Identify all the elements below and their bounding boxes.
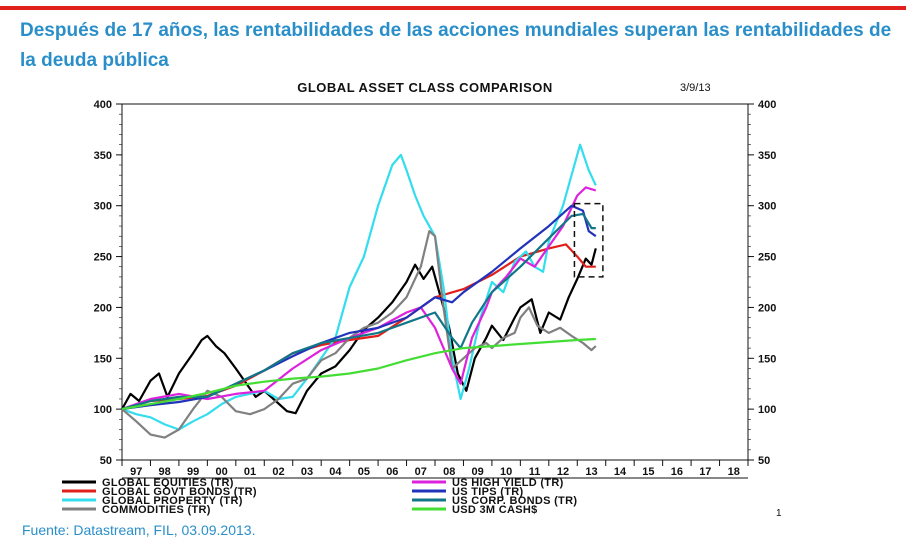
series-line-7 — [121, 337, 596, 411]
x-tick-label: 97 — [130, 466, 142, 478]
y-tick-label-right: 150 — [758, 353, 776, 365]
x-tick-label: 17 — [699, 466, 711, 478]
y-tick-label-right: 300 — [758, 201, 776, 213]
highlight-box — [573, 202, 604, 278]
y-tick-label-left: 300 — [94, 201, 112, 213]
x-tick-label: 18 — [728, 466, 740, 478]
legend-label-0: GLOBAL EQUITIES (TR) — [102, 477, 234, 489]
x-tick-label: 98 — [159, 466, 171, 478]
y-tick-label-left: 350 — [94, 150, 112, 162]
y-tick-label-right: 400 — [758, 99, 776, 111]
x-tick-label: 08 — [443, 466, 455, 478]
x-tick-label: 09 — [472, 466, 484, 478]
legend-label-1: GLOBAL GOVT BONDS (TR) — [102, 486, 257, 498]
series-line-3 — [121, 230, 597, 439]
y-tick-label-left: 100 — [94, 404, 112, 416]
series-line-0 — [121, 248, 597, 415]
x-tick-label: 14 — [614, 466, 627, 478]
x-tick-label: 10 — [500, 466, 512, 478]
legend-label-2: GLOBAL PROPERTY (TR) — [102, 495, 243, 507]
x-tick-label: 00 — [215, 466, 227, 478]
legend-label-4: US HIGH YIELD (TR) — [452, 477, 564, 489]
chart-date: 3/9/13 — [680, 82, 711, 94]
x-tick-label: 13 — [585, 466, 597, 478]
x-tick-label: 11 — [529, 466, 541, 478]
y-tick-label-left: 150 — [94, 353, 112, 365]
x-tick-label: 02 — [272, 466, 284, 478]
chart-series — [121, 143, 597, 439]
highlight-dashed-box — [573, 202, 604, 278]
series-line-2 — [121, 143, 597, 431]
page-headline: Después de 17 años, las rentabilidades d… — [20, 20, 892, 71]
x-tick-label: 03 — [301, 466, 313, 478]
source-note: Fuente: Datastream, FIL, 03.09.2013. — [22, 522, 256, 538]
x-tick-label: 05 — [358, 466, 370, 478]
x-tick-label: 06 — [386, 466, 398, 478]
legend-label-6: US CORP. BONDS (TR) — [452, 495, 577, 507]
y-tick-label-right: 350 — [758, 150, 776, 162]
x-tick-label: 04 — [329, 466, 342, 478]
series-line-5 — [121, 204, 597, 411]
x-tick-label: 07 — [415, 466, 427, 478]
chart-legend: GLOBAL EQUITIES (TR)GLOBAL GOVT BONDS (T… — [62, 477, 577, 516]
legend-label-3: COMMODITIES (TR) — [102, 504, 211, 516]
y-tick-label-left: 50 — [100, 455, 112, 467]
x-tick-label: 15 — [642, 466, 654, 478]
legend-label-7: USD 3M CASH$ — [452, 504, 538, 516]
x-tick-label: 12 — [557, 466, 569, 478]
legend-label-5: US TIPS (TR) — [452, 486, 523, 498]
y-tick-label-right: 200 — [758, 302, 776, 314]
y-tick-label-right: 100 — [758, 404, 776, 416]
chart-title: GLOBAL ASSET CLASS COMPARISON — [297, 80, 553, 95]
plot-frame — [121, 103, 749, 461]
y-tick-label-left: 400 — [94, 99, 112, 111]
x-tick-label: 01 — [244, 466, 256, 478]
top-accent-bar — [0, 6, 906, 10]
x-tick-label: 99 — [187, 466, 199, 478]
y-tick-label-right: 50 — [758, 455, 770, 467]
y-tick-label-left: 250 — [94, 252, 112, 264]
series-line-4 — [121, 186, 597, 411]
x-tick-label: 16 — [671, 466, 683, 478]
page-number: 1 — [776, 508, 782, 519]
y-tick-label-right: 250 — [758, 252, 776, 264]
y-tick-label-left: 200 — [94, 302, 112, 314]
